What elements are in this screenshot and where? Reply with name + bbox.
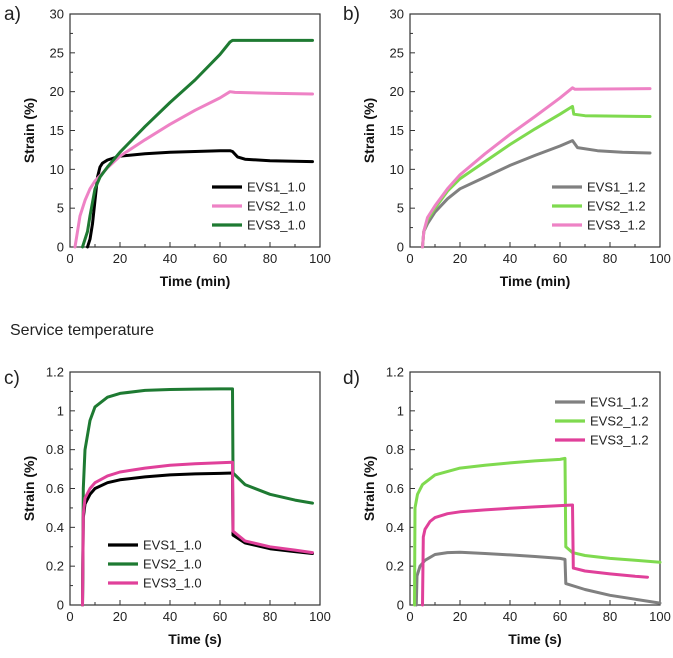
panel-a-ytick-label: 15 <box>50 123 64 138</box>
panel-d-series-evs3-1-2 <box>421 503 649 607</box>
panel-a-ytick-label: 0 <box>57 240 64 255</box>
panel-d-xtick-label: 100 <box>649 609 671 624</box>
panel-a-ytick-label: 10 <box>50 162 64 177</box>
panel-c-xtick-label: 0 <box>66 609 73 624</box>
panel-b-ytick-label: 5 <box>397 201 404 216</box>
panel-c-ytick-label: 0.4 <box>46 520 64 535</box>
panel-d-ytick-label: 0.6 <box>386 481 404 496</box>
panel-d-label: d) <box>343 368 360 389</box>
panel-c-series-evs2-1-0 <box>81 387 314 607</box>
panel-c-ytick-label: 1 <box>57 403 64 418</box>
panel-b-xtick-label: 0 <box>406 251 413 266</box>
panel-a-legend-label: EVS2_1.0 <box>247 199 306 214</box>
panel-d-legend-label: EVS3_1.2 <box>590 433 649 448</box>
panel-d-series-evs2-1-2 <box>413 456 662 607</box>
panel-a-xtick-label: 100 <box>309 251 331 266</box>
panel-c-ytick-label: 0.2 <box>46 559 64 574</box>
panel-c-xtick-label: 80 <box>263 609 277 624</box>
panel-b-xtick-label: 40 <box>503 251 517 266</box>
panel-c-legend-label: EVS2_1.0 <box>143 557 202 572</box>
panel-b-series-evs3-1-2 <box>421 86 652 249</box>
panel-a-series-evs3-1-0 <box>81 38 314 249</box>
panel-a-xtick-label: 40 <box>163 251 177 266</box>
panel-d-xtick-label: 60 <box>553 609 567 624</box>
panel-a-series-evs1-1-0 <box>86 149 314 249</box>
panel-a-label: a) <box>4 4 21 25</box>
panel-a-xtick-label: 60 <box>213 251 227 266</box>
panel-b-legend-label: EVS1_1.2 <box>587 180 646 195</box>
panel-a-legend-label: EVS3_1.0 <box>247 218 306 233</box>
panel-a-xlabel: Time (min) <box>160 273 231 289</box>
panel-b-ytick-label: 25 <box>390 45 404 60</box>
panel-c-xtick-label: 20 <box>113 609 127 624</box>
panel-d-ytick-label: 1 <box>397 403 404 418</box>
section-label-service-temperature: Service temperature <box>10 322 155 339</box>
panel-b-ytick-label: 30 <box>390 7 404 22</box>
panel-a-xtick-label: 20 <box>113 251 127 266</box>
panel-a-ytick-label: 5 <box>57 201 64 216</box>
panel-c-legend-label: EVS3_1.0 <box>143 576 202 591</box>
panel-b-legend-label: EVS2_1.2 <box>587 199 646 214</box>
panel-c-xlabel: Time (s) <box>168 631 221 647</box>
panel-d-legend-label: EVS2_1.2 <box>590 414 649 429</box>
panel-a-legend-label: EVS1_1.0 <box>247 180 306 195</box>
panel-a-ytick-label: 20 <box>50 84 64 99</box>
panel-d-ylabel: Strain (%) <box>361 456 377 521</box>
panel-c-ylabel: Strain (%) <box>21 456 37 521</box>
panel-d-legend-label: EVS1_1.2 <box>590 395 649 410</box>
panel-d-xtick-label: 80 <box>603 609 617 624</box>
panel-b-label: b) <box>343 4 360 25</box>
panel-c-ytick-label: 0.6 <box>46 481 64 496</box>
panel-a-xtick-label: 80 <box>263 251 277 266</box>
panel-c-ytick-label: 1.2 <box>46 365 64 380</box>
panel-d-ytick-label: 1.2 <box>386 365 404 380</box>
panel-a-ytick-label: 25 <box>50 45 64 60</box>
panel-c-label: c) <box>4 368 20 389</box>
panel-b-series-evs1-1-2 <box>421 139 652 249</box>
panel-b-ytick-label: 20 <box>390 84 404 99</box>
panel-d-xtick-label: 20 <box>453 609 467 624</box>
panel-d-ytick-label: 0.4 <box>386 520 404 535</box>
panel-d-ytick-label: 0.8 <box>386 442 404 457</box>
panel-c-ytick-label: 0.8 <box>46 442 64 457</box>
panel-a-ytick-label: 30 <box>50 7 64 22</box>
panel-b-ytick-label: 0 <box>397 240 404 255</box>
panel-d-xlabel: Time (s) <box>508 631 561 647</box>
panel-b-xtick-label: 20 <box>453 251 467 266</box>
panel-b-xtick-label: 80 <box>603 251 617 266</box>
panel-d-xtick-label: 40 <box>503 609 517 624</box>
panel-c-ytick-label: 0 <box>57 598 64 613</box>
panel-c-xtick-label: 60 <box>213 609 227 624</box>
panel-b-ytick-label: 15 <box>390 123 404 138</box>
panel-c-series-evs1-1-0 <box>81 471 314 607</box>
panel-c-legend-label: EVS1_1.0 <box>143 538 202 553</box>
panel-d-ytick-label: 0.2 <box>386 559 404 574</box>
panel-c-series-evs3-1-0 <box>81 460 314 607</box>
panel-a-ylabel: Strain (%) <box>21 98 37 163</box>
panel-c-xtick-label: 40 <box>163 609 177 624</box>
panel-b-legend-label: EVS3_1.2 <box>587 218 646 233</box>
panel-b-xtick-label: 60 <box>553 251 567 266</box>
panel-d-ytick-label: 0 <box>397 598 404 613</box>
panel-a-xtick-label: 0 <box>66 251 73 266</box>
panel-d-xtick-label: 0 <box>406 609 413 624</box>
panel-b-xtick-label: 100 <box>649 251 671 266</box>
panel-a-series-evs2-1-0 <box>73 90 314 249</box>
panel-b-ytick-label: 10 <box>390 162 404 177</box>
panel-c-xtick-label: 100 <box>309 609 331 624</box>
panel-b-xlabel: Time (min) <box>500 273 571 289</box>
panel-b-ylabel: Strain (%) <box>361 98 377 163</box>
